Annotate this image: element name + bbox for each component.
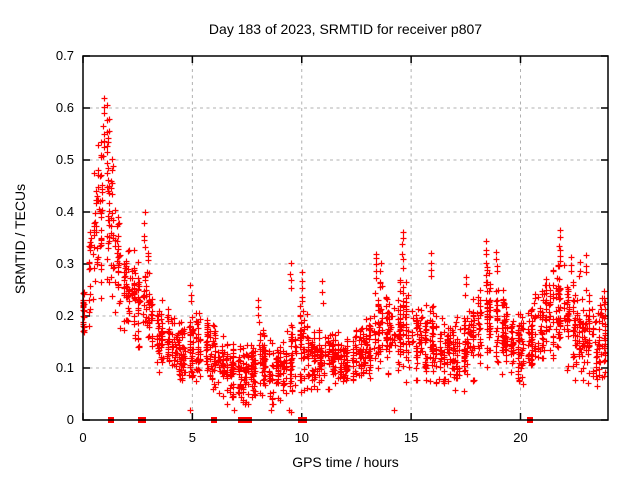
x-tick-label: 15: [403, 430, 419, 445]
chart-title: Day 183 of 2023, SRMTID for receiver p80…: [208, 21, 483, 37]
y-tick-label: 0.4: [55, 204, 74, 219]
y-tick-label: 0.2: [55, 308, 74, 323]
x-tick-label: 20: [513, 430, 528, 445]
y-tick-label: 0: [66, 412, 74, 427]
x-tick-label: 10: [294, 430, 309, 445]
y-axis-label: SRMTID / TECUs: [12, 183, 28, 295]
y-tick-label: 0.6: [55, 100, 74, 115]
y-tick-label: 0.7: [55, 48, 74, 63]
x-tick-label: 0: [79, 430, 87, 445]
scatter-points: [80, 95, 609, 416]
y-tick-label: 0.5: [55, 152, 74, 167]
plot-border: [82, 55, 609, 421]
x-axis-label: GPS time / hours: [292, 454, 399, 470]
y-tick-label: 0.1: [55, 360, 74, 375]
x-tick-label: 5: [188, 430, 196, 445]
zero-value-points: [108, 417, 533, 423]
y-tick-label: 0.3: [55, 256, 74, 271]
